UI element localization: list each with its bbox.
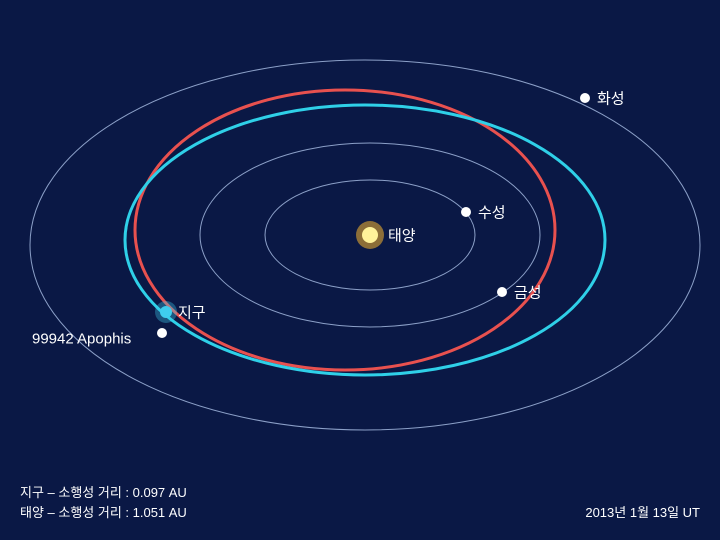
planet-mars (580, 93, 590, 103)
planet-mercury (461, 207, 471, 217)
planet-venus (497, 287, 507, 297)
sun-asteroid-distance: 태양 – 소행성 거리 : 1.051 AU (20, 503, 187, 523)
footer-distances: 지구 – 소행성 거리 : 0.097 AU 태양 – 소행성 거리 : 1.0… (20, 483, 187, 522)
planet-earth (160, 306, 172, 318)
earth-asteroid-distance: 지구 – 소행성 거리 : 0.097 AU (20, 483, 187, 503)
sun-core (362, 227, 378, 243)
label-sun: 태양 (388, 225, 416, 246)
label-venus: 금성 (514, 282, 542, 303)
orbit-apophis (135, 90, 555, 370)
label-earth: 지구 (178, 302, 206, 323)
label-apophis: 99942 Apophis (32, 331, 131, 348)
orbit-diagram (0, 0, 720, 540)
footer-date: 2013년 1월 13일 UT (585, 503, 700, 523)
asteroid-apophis (157, 328, 167, 338)
label-mars: 화성 (597, 88, 625, 109)
label-mercury: 수성 (478, 202, 506, 223)
